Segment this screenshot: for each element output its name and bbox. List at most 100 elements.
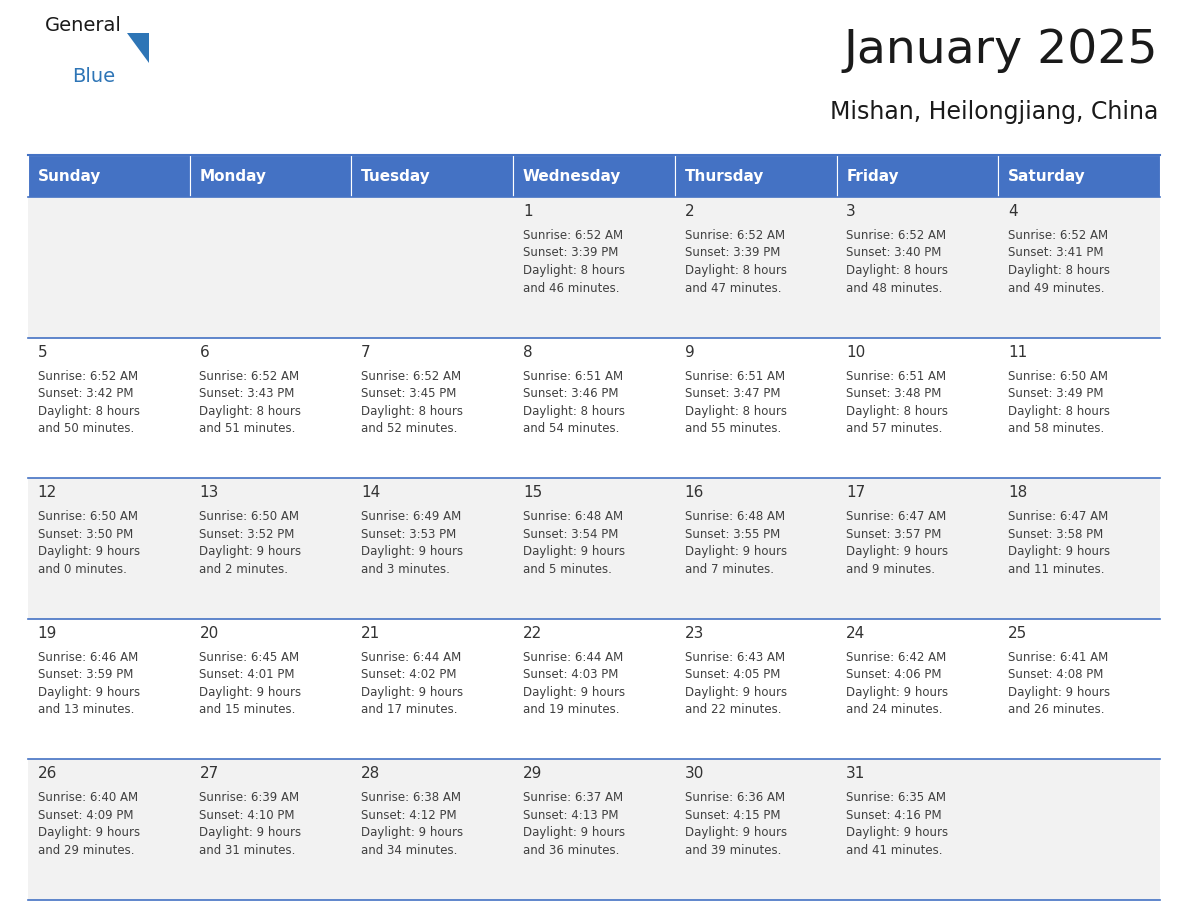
Text: 15: 15 bbox=[523, 486, 542, 500]
Text: 16: 16 bbox=[684, 486, 704, 500]
Text: Sunrise: 6:50 AM
Sunset: 3:50 PM
Daylight: 9 hours
and 0 minutes.: Sunrise: 6:50 AM Sunset: 3:50 PM Dayligh… bbox=[38, 510, 140, 576]
Text: Sunrise: 6:46 AM
Sunset: 3:59 PM
Daylight: 9 hours
and 13 minutes.: Sunrise: 6:46 AM Sunset: 3:59 PM Dayligh… bbox=[38, 651, 140, 716]
Text: 27: 27 bbox=[200, 767, 219, 781]
Bar bbox=[836, 619, 998, 759]
Text: 13: 13 bbox=[200, 486, 219, 500]
Text: Sunrise: 6:51 AM
Sunset: 3:47 PM
Daylight: 8 hours
and 55 minutes.: Sunrise: 6:51 AM Sunset: 3:47 PM Dayligh… bbox=[684, 370, 786, 435]
Text: 28: 28 bbox=[361, 767, 380, 781]
Bar bbox=[352, 338, 513, 478]
Bar bbox=[675, 478, 836, 619]
Bar bbox=[352, 759, 513, 900]
Text: Tuesday: Tuesday bbox=[361, 169, 431, 184]
Text: 21: 21 bbox=[361, 626, 380, 641]
Text: 5: 5 bbox=[38, 344, 48, 360]
Bar bbox=[675, 155, 836, 197]
Bar bbox=[29, 197, 190, 338]
Bar bbox=[998, 155, 1159, 197]
Bar bbox=[190, 478, 352, 619]
Bar bbox=[190, 619, 352, 759]
Bar bbox=[513, 478, 675, 619]
Text: Blue: Blue bbox=[72, 67, 115, 86]
Bar bbox=[29, 155, 190, 197]
Text: Sunrise: 6:36 AM
Sunset: 4:15 PM
Daylight: 9 hours
and 39 minutes.: Sunrise: 6:36 AM Sunset: 4:15 PM Dayligh… bbox=[684, 791, 786, 856]
Text: Sunrise: 6:41 AM
Sunset: 4:08 PM
Daylight: 9 hours
and 26 minutes.: Sunrise: 6:41 AM Sunset: 4:08 PM Dayligh… bbox=[1007, 651, 1110, 716]
Bar bbox=[998, 197, 1159, 338]
Text: Sunrise: 6:50 AM
Sunset: 3:49 PM
Daylight: 8 hours
and 58 minutes.: Sunrise: 6:50 AM Sunset: 3:49 PM Dayligh… bbox=[1007, 370, 1110, 435]
Text: 22: 22 bbox=[523, 626, 542, 641]
Text: 26: 26 bbox=[38, 767, 57, 781]
Text: 1: 1 bbox=[523, 204, 532, 219]
Text: 3: 3 bbox=[846, 204, 857, 219]
Text: 30: 30 bbox=[684, 767, 704, 781]
Text: 29: 29 bbox=[523, 767, 542, 781]
Text: 24: 24 bbox=[846, 626, 866, 641]
Text: Sunrise: 6:42 AM
Sunset: 4:06 PM
Daylight: 9 hours
and 24 minutes.: Sunrise: 6:42 AM Sunset: 4:06 PM Dayligh… bbox=[846, 651, 948, 716]
Bar bbox=[675, 759, 836, 900]
Bar bbox=[29, 759, 190, 900]
Text: Sunrise: 6:35 AM
Sunset: 4:16 PM
Daylight: 9 hours
and 41 minutes.: Sunrise: 6:35 AM Sunset: 4:16 PM Dayligh… bbox=[846, 791, 948, 856]
Text: Sunrise: 6:38 AM
Sunset: 4:12 PM
Daylight: 9 hours
and 34 minutes.: Sunrise: 6:38 AM Sunset: 4:12 PM Dayligh… bbox=[361, 791, 463, 856]
Text: Sunrise: 6:52 AM
Sunset: 3:40 PM
Daylight: 8 hours
and 48 minutes.: Sunrise: 6:52 AM Sunset: 3:40 PM Dayligh… bbox=[846, 229, 948, 295]
Text: 25: 25 bbox=[1007, 626, 1028, 641]
Text: Wednesday: Wednesday bbox=[523, 169, 621, 184]
Text: 12: 12 bbox=[38, 486, 57, 500]
Text: Sunrise: 6:52 AM
Sunset: 3:39 PM
Daylight: 8 hours
and 46 minutes.: Sunrise: 6:52 AM Sunset: 3:39 PM Dayligh… bbox=[523, 229, 625, 295]
Text: 17: 17 bbox=[846, 486, 866, 500]
Text: Thursday: Thursday bbox=[684, 169, 764, 184]
Text: 8: 8 bbox=[523, 344, 532, 360]
Text: Sunrise: 6:39 AM
Sunset: 4:10 PM
Daylight: 9 hours
and 31 minutes.: Sunrise: 6:39 AM Sunset: 4:10 PM Dayligh… bbox=[200, 791, 302, 856]
Text: Sunrise: 6:44 AM
Sunset: 4:02 PM
Daylight: 9 hours
and 17 minutes.: Sunrise: 6:44 AM Sunset: 4:02 PM Dayligh… bbox=[361, 651, 463, 716]
Text: 31: 31 bbox=[846, 767, 866, 781]
Text: Sunrise: 6:48 AM
Sunset: 3:55 PM
Daylight: 9 hours
and 7 minutes.: Sunrise: 6:48 AM Sunset: 3:55 PM Dayligh… bbox=[684, 510, 786, 576]
Bar bbox=[29, 619, 190, 759]
Bar bbox=[836, 338, 998, 478]
Bar bbox=[190, 338, 352, 478]
Text: Saturday: Saturday bbox=[1007, 169, 1086, 184]
Bar bbox=[836, 155, 998, 197]
Bar bbox=[190, 197, 352, 338]
Text: Sunrise: 6:37 AM
Sunset: 4:13 PM
Daylight: 9 hours
and 36 minutes.: Sunrise: 6:37 AM Sunset: 4:13 PM Dayligh… bbox=[523, 791, 625, 856]
Text: Sunrise: 6:52 AM
Sunset: 3:43 PM
Daylight: 8 hours
and 51 minutes.: Sunrise: 6:52 AM Sunset: 3:43 PM Dayligh… bbox=[200, 370, 302, 435]
Bar bbox=[513, 155, 675, 197]
Bar bbox=[352, 197, 513, 338]
Text: Sunrise: 6:51 AM
Sunset: 3:48 PM
Daylight: 8 hours
and 57 minutes.: Sunrise: 6:51 AM Sunset: 3:48 PM Dayligh… bbox=[846, 370, 948, 435]
Text: 19: 19 bbox=[38, 626, 57, 641]
Text: Sunday: Sunday bbox=[38, 169, 101, 184]
Text: General: General bbox=[45, 16, 122, 35]
Polygon shape bbox=[127, 33, 148, 63]
Text: Sunrise: 6:51 AM
Sunset: 3:46 PM
Daylight: 8 hours
and 54 minutes.: Sunrise: 6:51 AM Sunset: 3:46 PM Dayligh… bbox=[523, 370, 625, 435]
Text: 7: 7 bbox=[361, 344, 371, 360]
Bar bbox=[352, 155, 513, 197]
Bar bbox=[836, 759, 998, 900]
Bar bbox=[513, 759, 675, 900]
Text: Mishan, Heilongjiang, China: Mishan, Heilongjiang, China bbox=[829, 100, 1158, 124]
Bar bbox=[513, 619, 675, 759]
Text: Monday: Monday bbox=[200, 169, 266, 184]
Bar bbox=[29, 478, 190, 619]
Bar bbox=[513, 197, 675, 338]
Bar bbox=[190, 155, 352, 197]
Bar bbox=[998, 478, 1159, 619]
Text: 10: 10 bbox=[846, 344, 866, 360]
Text: 11: 11 bbox=[1007, 344, 1028, 360]
Text: Friday: Friday bbox=[846, 169, 899, 184]
Text: Sunrise: 6:52 AM
Sunset: 3:42 PM
Daylight: 8 hours
and 50 minutes.: Sunrise: 6:52 AM Sunset: 3:42 PM Dayligh… bbox=[38, 370, 140, 435]
Text: Sunrise: 6:48 AM
Sunset: 3:54 PM
Daylight: 9 hours
and 5 minutes.: Sunrise: 6:48 AM Sunset: 3:54 PM Dayligh… bbox=[523, 510, 625, 576]
Bar bbox=[190, 759, 352, 900]
Text: Sunrise: 6:40 AM
Sunset: 4:09 PM
Daylight: 9 hours
and 29 minutes.: Sunrise: 6:40 AM Sunset: 4:09 PM Dayligh… bbox=[38, 791, 140, 856]
Text: 14: 14 bbox=[361, 486, 380, 500]
Bar bbox=[352, 478, 513, 619]
Bar bbox=[675, 197, 836, 338]
Text: Sunrise: 6:52 AM
Sunset: 3:45 PM
Daylight: 8 hours
and 52 minutes.: Sunrise: 6:52 AM Sunset: 3:45 PM Dayligh… bbox=[361, 370, 463, 435]
Bar bbox=[836, 478, 998, 619]
Text: 23: 23 bbox=[684, 626, 704, 641]
Text: 6: 6 bbox=[200, 344, 209, 360]
Bar bbox=[675, 619, 836, 759]
Text: Sunrise: 6:52 AM
Sunset: 3:41 PM
Daylight: 8 hours
and 49 minutes.: Sunrise: 6:52 AM Sunset: 3:41 PM Dayligh… bbox=[1007, 229, 1110, 295]
Text: January 2025: January 2025 bbox=[843, 28, 1158, 73]
Text: 4: 4 bbox=[1007, 204, 1018, 219]
Text: Sunrise: 6:47 AM
Sunset: 3:58 PM
Daylight: 9 hours
and 11 minutes.: Sunrise: 6:47 AM Sunset: 3:58 PM Dayligh… bbox=[1007, 510, 1110, 576]
Text: 18: 18 bbox=[1007, 486, 1028, 500]
Bar bbox=[836, 197, 998, 338]
Text: Sunrise: 6:43 AM
Sunset: 4:05 PM
Daylight: 9 hours
and 22 minutes.: Sunrise: 6:43 AM Sunset: 4:05 PM Dayligh… bbox=[684, 651, 786, 716]
